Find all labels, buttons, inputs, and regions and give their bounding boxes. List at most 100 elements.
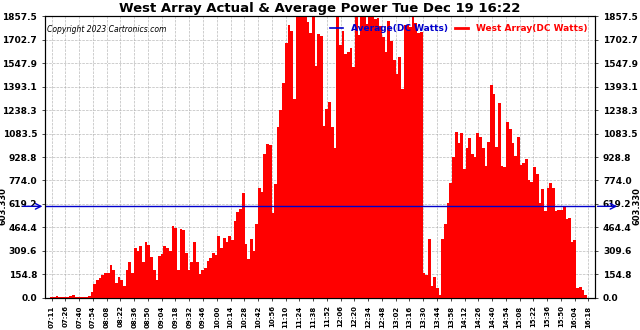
- Bar: [147, 245, 150, 298]
- Bar: [584, 295, 587, 298]
- Bar: [172, 226, 175, 298]
- Bar: [269, 145, 271, 298]
- Bar: [382, 37, 385, 298]
- Bar: [347, 52, 349, 298]
- Bar: [260, 192, 264, 298]
- Bar: [449, 183, 452, 298]
- Bar: [161, 254, 164, 298]
- Bar: [56, 296, 58, 298]
- Bar: [309, 33, 312, 298]
- Bar: [85, 297, 88, 298]
- Bar: [223, 238, 226, 298]
- Bar: [331, 127, 333, 298]
- Bar: [509, 129, 511, 298]
- Bar: [522, 163, 525, 298]
- Bar: [579, 287, 582, 298]
- Bar: [204, 268, 207, 298]
- Text: 603.330: 603.330: [632, 187, 640, 225]
- Bar: [196, 262, 198, 298]
- Bar: [177, 270, 180, 298]
- Bar: [438, 295, 442, 298]
- Bar: [123, 286, 126, 298]
- Bar: [541, 189, 544, 298]
- Bar: [527, 181, 531, 298]
- Bar: [352, 67, 355, 298]
- Bar: [296, 16, 298, 298]
- Bar: [544, 211, 547, 298]
- Bar: [360, 16, 364, 298]
- Bar: [490, 85, 493, 298]
- Bar: [287, 24, 291, 298]
- Bar: [323, 126, 326, 298]
- Bar: [180, 229, 182, 298]
- Bar: [420, 32, 422, 298]
- Bar: [182, 230, 185, 298]
- Bar: [74, 297, 77, 298]
- Bar: [371, 16, 374, 298]
- Bar: [409, 27, 412, 298]
- Bar: [250, 240, 253, 298]
- Bar: [476, 133, 479, 298]
- Bar: [231, 240, 234, 298]
- Bar: [134, 248, 137, 298]
- Bar: [363, 16, 366, 298]
- Bar: [150, 257, 153, 298]
- Bar: [463, 169, 466, 298]
- Bar: [573, 240, 577, 298]
- Bar: [58, 297, 61, 298]
- Bar: [91, 292, 93, 298]
- Bar: [239, 209, 242, 298]
- Bar: [258, 188, 260, 298]
- Bar: [412, 16, 415, 298]
- Bar: [333, 148, 336, 298]
- Bar: [220, 248, 223, 298]
- Bar: [401, 89, 404, 298]
- Bar: [503, 167, 506, 298]
- Bar: [557, 210, 560, 298]
- Bar: [474, 157, 477, 298]
- Bar: [339, 45, 342, 298]
- Bar: [511, 143, 515, 298]
- Bar: [247, 258, 250, 298]
- Bar: [417, 33, 420, 298]
- Bar: [571, 242, 573, 298]
- Bar: [158, 256, 161, 298]
- Bar: [50, 297, 53, 298]
- Bar: [344, 54, 347, 298]
- Bar: [67, 297, 69, 298]
- Bar: [452, 157, 455, 298]
- Bar: [118, 277, 120, 298]
- Bar: [99, 278, 102, 298]
- Bar: [428, 239, 431, 298]
- Bar: [212, 253, 215, 298]
- Bar: [88, 296, 91, 298]
- Bar: [293, 99, 296, 298]
- Bar: [517, 137, 520, 298]
- Bar: [358, 35, 360, 298]
- Bar: [80, 297, 83, 298]
- Bar: [493, 94, 495, 298]
- Bar: [560, 210, 563, 298]
- Bar: [471, 154, 474, 298]
- Bar: [549, 183, 552, 298]
- Bar: [125, 270, 129, 298]
- Bar: [514, 156, 517, 298]
- Bar: [282, 83, 285, 298]
- Bar: [185, 253, 188, 298]
- Bar: [83, 297, 85, 298]
- Bar: [444, 224, 447, 298]
- Bar: [242, 193, 244, 298]
- Bar: [104, 273, 107, 298]
- Bar: [369, 16, 371, 298]
- Bar: [414, 23, 417, 298]
- Bar: [107, 273, 109, 298]
- Bar: [307, 21, 309, 298]
- Bar: [555, 211, 557, 298]
- Bar: [422, 273, 425, 298]
- Bar: [458, 143, 460, 298]
- Bar: [163, 246, 166, 298]
- Bar: [136, 251, 140, 298]
- Bar: [174, 228, 177, 298]
- Bar: [447, 203, 449, 298]
- Bar: [156, 280, 158, 298]
